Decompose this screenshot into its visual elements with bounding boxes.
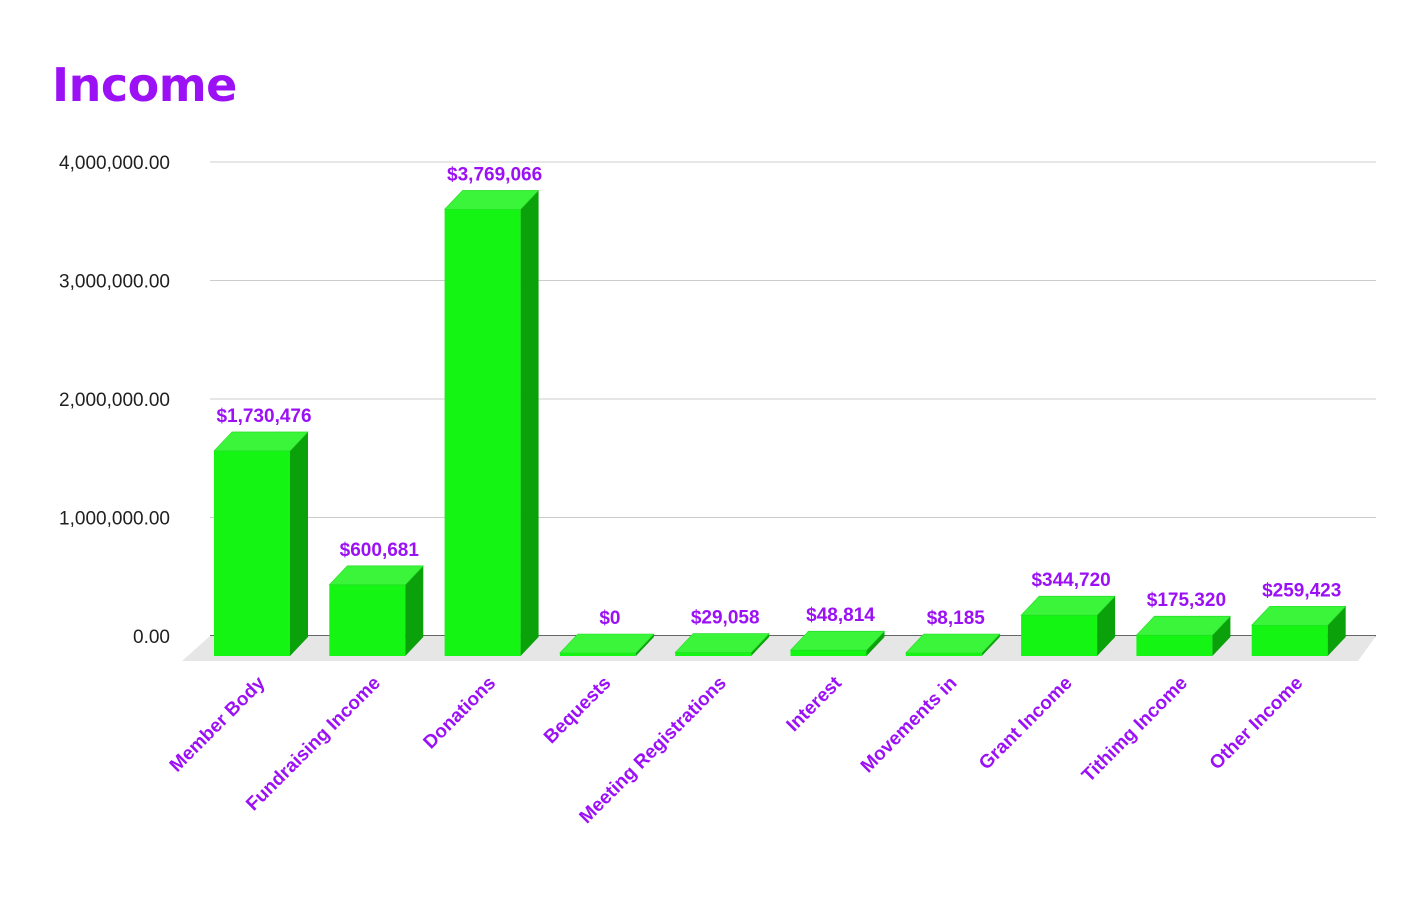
bar-top: [1020, 595, 1116, 616]
bar-side: [1097, 596, 1116, 656]
bar-top: [443, 190, 540, 210]
data-label: $0: [599, 608, 620, 629]
bar: [443, 190, 540, 657]
bar-side: [1212, 616, 1231, 656]
bar-front: [1251, 625, 1328, 656]
data-label: $29,058: [691, 608, 760, 629]
data-label: $3,769,066: [447, 164, 542, 185]
bars: [213, 190, 1347, 657]
bar: [559, 633, 655, 656]
y-tick-label: 0.00: [133, 627, 170, 648]
x-tick-label: Tithimg Income: [1078, 673, 1192, 787]
bar-top: [1135, 615, 1232, 636]
x-tick-label: Grant Income: [975, 673, 1076, 774]
bar-side: [520, 190, 539, 657]
data-label: $48,814: [806, 605, 875, 626]
data-label: $600,681: [340, 540, 420, 561]
x-tick-label: Other Income: [1206, 673, 1307, 774]
bar-side: [1327, 606, 1346, 656]
bar: [1251, 605, 1347, 656]
bar-front: [559, 653, 636, 656]
x-tick-label: Fundraising Income: [242, 673, 385, 816]
bar-side: [866, 631, 885, 656]
bar: [1135, 615, 1232, 656]
bar-side: [405, 565, 424, 656]
x-tick-label: Interest: [783, 672, 847, 736]
bar-top: [674, 633, 770, 653]
bar-side: [751, 633, 770, 656]
bar: [674, 633, 770, 656]
bar-top: [1251, 605, 1347, 626]
bar-front: [444, 209, 521, 657]
bar-front: [790, 650, 867, 656]
data-label: $344,720: [1031, 570, 1110, 591]
bar: [789, 630, 886, 656]
gridlines: [210, 161, 1376, 637]
bar: [905, 633, 1001, 656]
bar-side: [635, 634, 654, 656]
bar-front: [214, 450, 290, 656]
bar-top: [213, 431, 309, 452]
y-tick-label: 2,000,000.00: [59, 390, 170, 411]
bar-side: [981, 634, 1000, 656]
bar-front: [329, 584, 406, 656]
bar-top: [789, 630, 886, 651]
bar-front: [905, 653, 982, 656]
y-tick-label: 4,000,000.00: [59, 153, 170, 174]
bar-front: [675, 652, 752, 656]
data-label: $175,320: [1147, 590, 1226, 611]
y-tick-label: 1,000,000.00: [59, 509, 170, 530]
bar: [1020, 595, 1116, 656]
data-label: $259,423: [1262, 580, 1341, 601]
y-axis-tick-labels: 0.00 1,000,000.00 2,000,000.00 3,000,000.00…: [59, 153, 170, 648]
bar-side: [290, 431, 308, 656]
bar: [328, 565, 424, 656]
bar-top: [905, 633, 1001, 654]
data-label: $8,185: [927, 608, 986, 629]
bar-top: [328, 565, 424, 586]
y-tick-label: 3,000,000.00: [59, 272, 170, 293]
bar-front: [1021, 615, 1098, 656]
chart-title: Income: [52, 58, 237, 112]
data-labels: $1,730,476 $600,681 $3,769,066 $0 $29,058 $48…: [216, 164, 1341, 629]
x-tick-label: Donations: [420, 673, 501, 754]
bar-top: [559, 633, 655, 654]
x-tick-label: Movements in: [857, 673, 961, 777]
data-label: $1,730,476: [216, 406, 311, 427]
x-tick-label: Bequests: [540, 673, 615, 748]
x-tick-label: Member Body: [166, 672, 270, 776]
bar: [213, 431, 309, 656]
bar-front: [1136, 635, 1213, 656]
